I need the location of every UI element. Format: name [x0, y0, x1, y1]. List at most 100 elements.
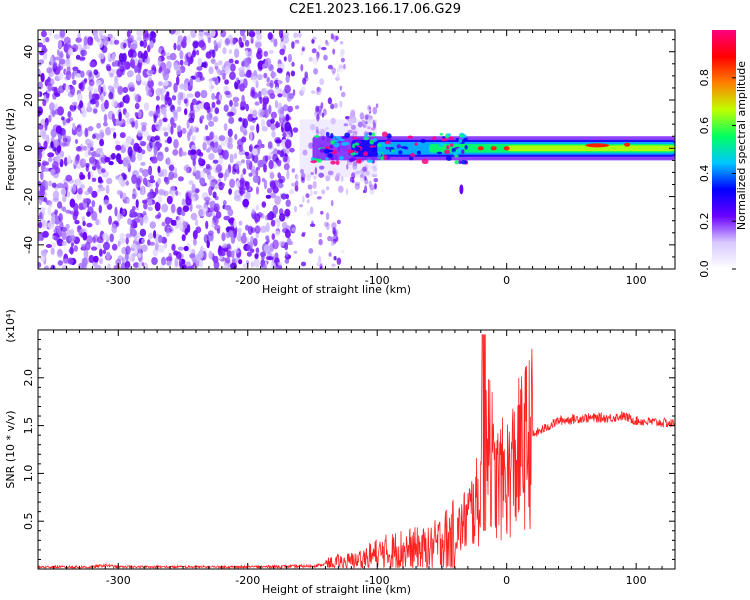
noise-blob	[208, 250, 213, 260]
tone-blob	[436, 151, 443, 155]
noise-blob	[176, 75, 180, 86]
noise-blob	[345, 188, 349, 196]
noise-blob	[175, 67, 182, 75]
noise-blob	[170, 219, 178, 226]
noise-blob	[96, 122, 101, 129]
x-tick-label: -300	[106, 274, 131, 287]
noise-blob	[255, 247, 259, 253]
noise-blob	[161, 203, 169, 213]
noise-blob	[69, 229, 75, 236]
noise-blob	[330, 117, 336, 125]
noise-blob	[229, 153, 234, 164]
noise-blob	[216, 164, 222, 173]
noise-blob	[192, 238, 197, 246]
noise-blob	[40, 72, 45, 83]
noise-blob	[270, 118, 275, 124]
noise-blob	[54, 92, 61, 98]
noise-blob	[69, 104, 74, 110]
noise-blob	[333, 102, 338, 109]
noise-blob	[198, 40, 205, 48]
tone-blob	[408, 156, 414, 161]
tone-blob	[329, 144, 334, 149]
noise-blob	[274, 100, 279, 109]
noise-blob	[140, 122, 148, 127]
noise-blob	[306, 174, 311, 182]
noise-blob	[248, 30, 256, 38]
noise-blob	[43, 197, 48, 203]
noise-blob	[149, 175, 155, 180]
noise-blob	[229, 71, 236, 81]
noise-blob	[263, 263, 267, 269]
noise-blob	[279, 240, 286, 247]
noise-blob	[283, 37, 289, 45]
noise-blob	[129, 228, 137, 237]
noise-blob	[134, 119, 139, 130]
noise-blob	[318, 172, 325, 178]
noise-blob	[249, 108, 253, 115]
tone-blob	[385, 146, 391, 150]
noise-blob	[150, 31, 156, 36]
noise-blob	[190, 30, 197, 38]
noise-blob	[251, 208, 255, 214]
y-tick-label: 0	[22, 145, 35, 152]
noise-blob	[157, 81, 163, 87]
noise-blob	[324, 41, 328, 45]
noise-blob	[63, 36, 71, 45]
noise-blob	[350, 109, 356, 113]
noise-blob	[48, 201, 53, 208]
noise-blob	[194, 71, 199, 79]
noise-blob	[52, 190, 60, 201]
noise-blob	[154, 187, 159, 195]
noise-blob	[87, 171, 91, 180]
noise-blob	[87, 206, 94, 215]
noise-blob	[313, 68, 319, 75]
noise-blob	[179, 50, 184, 60]
noise-blob	[272, 204, 279, 215]
noise-blob	[264, 155, 269, 162]
noise-blob	[265, 222, 270, 233]
noise-blob	[300, 51, 304, 56]
noise-blob	[160, 168, 168, 177]
noise-blob	[183, 245, 189, 252]
tone-blob	[386, 133, 392, 139]
noise-blob	[334, 228, 339, 236]
noise-blob	[78, 82, 83, 90]
noise-blob	[249, 145, 253, 152]
noise-blob	[186, 119, 190, 129]
noise-blob	[75, 37, 82, 43]
noise-blob	[118, 111, 122, 122]
noise-blob	[135, 199, 139, 208]
noise-blob	[181, 234, 186, 242]
noise-blob	[89, 61, 96, 68]
noise-blob	[87, 142, 93, 149]
noise-blob	[141, 244, 148, 252]
noise-blob	[130, 43, 138, 50]
noise-blob	[73, 245, 79, 252]
noise-blob	[173, 250, 179, 256]
noise-blob	[141, 186, 145, 195]
noise-blob	[73, 69, 78, 77]
noise-blob	[371, 165, 377, 169]
noise-blob	[197, 57, 202, 67]
noise-blob	[68, 234, 76, 242]
noise-blob	[331, 263, 336, 267]
noise-blob	[38, 180, 42, 187]
noise-blob	[336, 68, 340, 72]
noise-blob	[367, 116, 373, 121]
noise-blob	[351, 124, 356, 131]
tone-blob	[333, 139, 339, 143]
noise-blob	[81, 243, 86, 251]
noise-blob	[136, 30, 143, 38]
tone-blob	[339, 156, 344, 160]
noise-blob	[133, 221, 138, 229]
noise-blob	[268, 159, 274, 170]
noise-blob	[199, 170, 206, 178]
noise-blob	[119, 213, 124, 219]
noise-blob	[99, 30, 105, 35]
noise-blob	[260, 118, 266, 128]
tone-blob	[438, 142, 445, 147]
noise-blob	[124, 94, 130, 104]
noise-blob	[192, 50, 196, 58]
noise-blob	[106, 177, 113, 185]
noise-blob	[230, 250, 235, 259]
